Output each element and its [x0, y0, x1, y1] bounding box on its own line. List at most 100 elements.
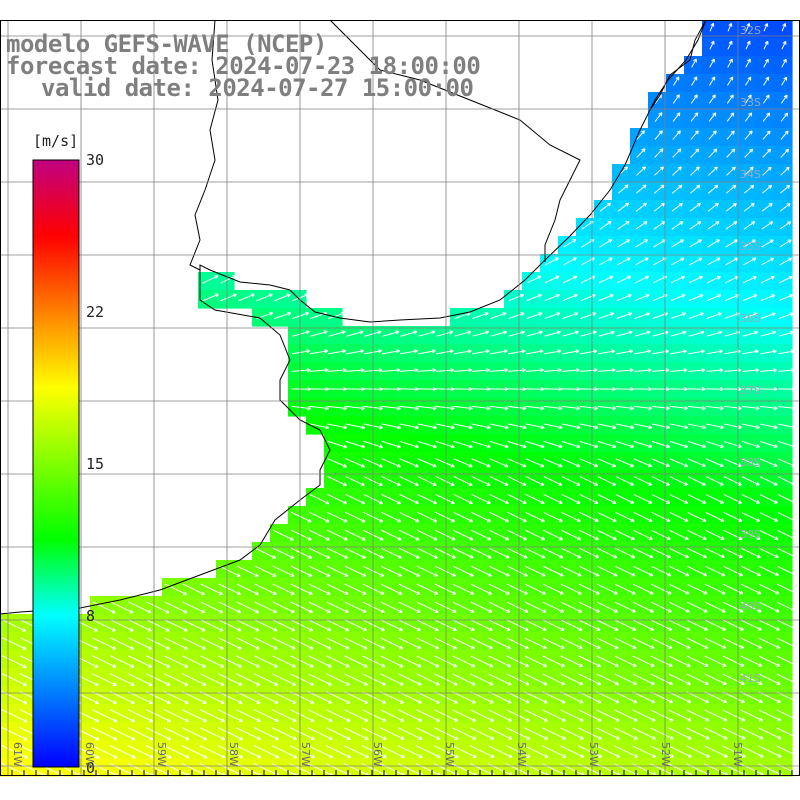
- wind-vector: [470, 619, 493, 632]
- wind-vector: [634, 368, 652, 373]
- wind-vector: [236, 565, 259, 577]
- wind-vector: [707, 184, 719, 194]
- wind-vector: [760, 349, 777, 355]
- colorbar-tick-30: 30: [86, 151, 105, 169]
- colorbar: [32, 159, 80, 768]
- wind-vector: [744, 166, 754, 176]
- wind-vector: [745, 58, 751, 68]
- wind-vector: [344, 547, 366, 559]
- wind-vector: [636, 130, 645, 140]
- wind-vector: [579, 405, 599, 411]
- wind-vector: [634, 330, 651, 337]
- wind-vector: [741, 565, 762, 577]
- wind-vector: [308, 565, 331, 577]
- wind-vector: [345, 458, 365, 468]
- wind-vector: [759, 494, 778, 504]
- wind-vector: [543, 547, 564, 559]
- wind-vector: [725, 239, 738, 248]
- colorbar-tick-22: 22: [86, 303, 105, 321]
- wind-vector: [705, 476, 724, 486]
- wind-vector: [272, 565, 295, 577]
- wind-vector: [780, 184, 791, 194]
- wind-vector: [690, 148, 700, 158]
- wind-vector: [290, 619, 314, 632]
- wind-vector: [489, 547, 510, 559]
- wind-vector: [615, 494, 635, 504]
- wind-vector: [399, 405, 419, 411]
- wind-vector: [453, 423, 473, 430]
- wind-vector: [778, 312, 794, 319]
- wind-vector: [417, 387, 437, 392]
- lon-label-61w: 61W: [11, 742, 24, 767]
- wind-vector: [309, 368, 329, 373]
- wind-vector: [381, 423, 401, 430]
- wind-vector: [636, 148, 646, 158]
- wind-vector: [669, 405, 688, 411]
- wind-vector: [471, 440, 491, 449]
- wind-vector: [380, 619, 403, 632]
- wind-vector: [560, 601, 583, 613]
- wind-vector: [705, 423, 724, 430]
- wind-vector: [669, 423, 689, 430]
- wind-vector: [726, 112, 735, 122]
- wind-vector: [543, 368, 562, 373]
- wind-vector: [488, 619, 511, 632]
- wind-vector: [543, 387, 563, 392]
- wind-vector: [762, 184, 773, 194]
- wind-vector: [743, 184, 755, 194]
- lon-label-57w: 57W: [299, 742, 312, 767]
- wind-vector: [687, 565, 708, 577]
- wind-vector: [435, 440, 455, 449]
- wind-vector: [544, 312, 561, 320]
- wind-vector: [652, 387, 670, 392]
- wind-vector: [579, 583, 600, 595]
- wind-vector: [723, 423, 742, 430]
- wind-vector: [399, 423, 419, 430]
- wind-vector: [472, 330, 490, 337]
- wind-vector: [345, 493, 366, 505]
- wind-vector: [780, 112, 789, 122]
- wind-vector: [778, 405, 796, 411]
- wind-vector: [690, 94, 698, 104]
- wind-vector: [200, 619, 224, 632]
- wind-vector: [669, 529, 689, 541]
- wind-vector: [200, 601, 224, 614]
- wind-vector: [254, 565, 277, 577]
- wind-vector: [669, 565, 690, 577]
- wind-vector: [327, 475, 347, 487]
- wind-vector: [688, 330, 705, 337]
- wind-vector: [381, 493, 402, 505]
- wind-vector: [705, 512, 725, 522]
- wind-vector: [615, 387, 634, 392]
- wind-vector: [597, 458, 617, 468]
- wind-vector: [453, 476, 473, 487]
- wind-vector: [525, 511, 545, 523]
- wind-vector: [669, 476, 688, 486]
- wind-vector: [617, 202, 630, 212]
- wind-vector: [272, 601, 296, 614]
- wind-vector: [759, 530, 779, 540]
- wind-vector: [759, 423, 778, 430]
- wind-vector: [690, 130, 699, 140]
- wind-vector: [777, 512, 797, 522]
- wind-vector: [743, 221, 756, 230]
- wind-vector: [164, 583, 188, 596]
- wind-vector: [508, 312, 525, 320]
- wind-vector: [508, 330, 525, 337]
- wind-vector: [471, 476, 491, 487]
- wind-vector: [777, 583, 798, 595]
- wind-vector: [562, 349, 580, 355]
- wind-vector: [687, 405, 706, 411]
- wind-vector: [760, 368, 778, 373]
- wind-vector: [597, 494, 617, 504]
- lon-label-60w: 60W: [83, 742, 96, 767]
- wind-vector: [598, 293, 614, 302]
- wind-vector: [436, 330, 454, 337]
- wind-vector: [489, 423, 509, 430]
- wind-vector: [2, 619, 27, 632]
- wind-vector: [471, 565, 492, 577]
- wind-vector: [453, 440, 473, 449]
- wind-vector: [598, 368, 616, 373]
- wind-vector: [635, 184, 647, 194]
